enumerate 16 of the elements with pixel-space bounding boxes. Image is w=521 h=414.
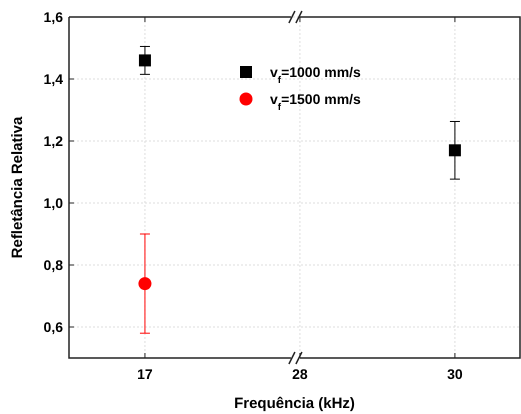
y-tick-label: 1,6	[44, 9, 64, 25]
y-tick-label: 0,6	[44, 319, 64, 335]
y-tick-label: 1,0	[44, 195, 64, 211]
point	[448, 144, 461, 156]
y-tick-label: 0,8	[44, 257, 64, 273]
x-tick-label: 28	[292, 366, 308, 382]
legend-label: v$_{f}$=1000 mm/s	[270, 64, 362, 86]
x-tick-label: 17	[137, 366, 153, 382]
y-tick-label: 1,4	[44, 71, 64, 87]
y-axis-title: Refletância Relativa	[9, 116, 26, 258]
y-tick-label: 1,2	[44, 133, 64, 149]
point	[138, 54, 151, 66]
x-tick-label: 30	[447, 366, 463, 382]
point	[138, 277, 152, 290]
x-axis-title: Frequência (kHz)	[234, 395, 355, 412]
legend-label: v$_{f}$=1500 mm/s	[270, 91, 362, 112]
